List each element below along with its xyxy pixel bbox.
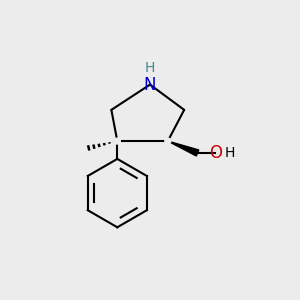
Text: H: H [224,146,235,160]
Circle shape [114,138,120,144]
Circle shape [165,138,171,144]
Text: N: N [144,76,156,94]
Polygon shape [168,141,199,156]
Text: H: H [145,61,155,75]
Text: O: O [209,144,222,162]
